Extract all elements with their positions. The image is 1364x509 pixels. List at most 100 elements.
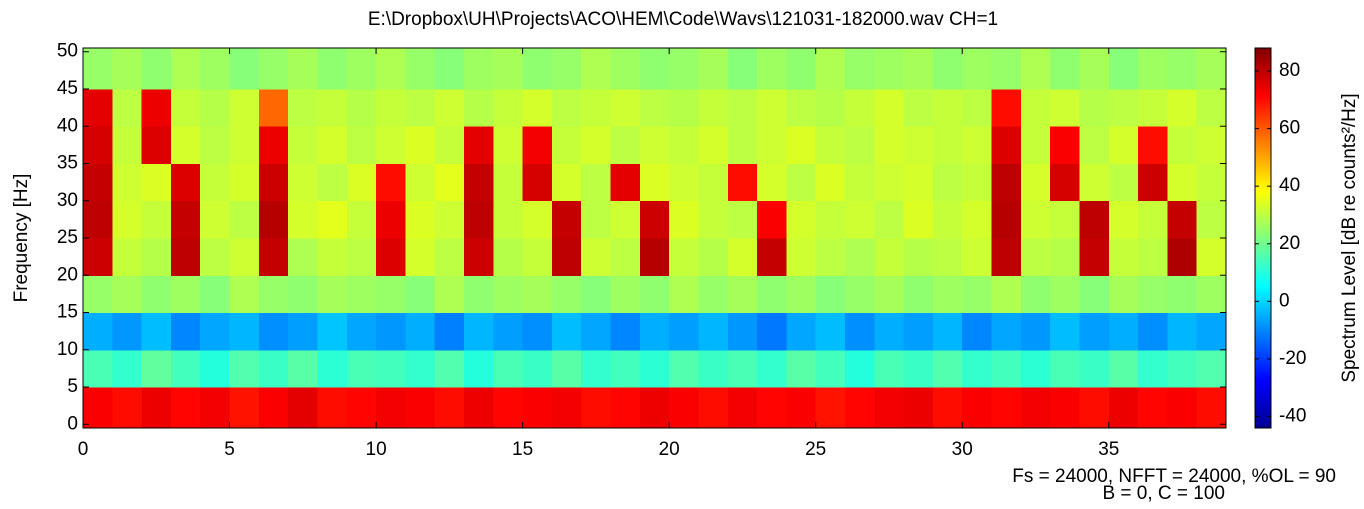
cell bbox=[757, 200, 787, 239]
cell bbox=[669, 312, 699, 351]
cell bbox=[405, 312, 436, 351]
cell bbox=[551, 238, 582, 276]
cell bbox=[200, 387, 231, 429]
cell bbox=[845, 275, 875, 314]
cell bbox=[464, 312, 494, 351]
cell bbox=[757, 275, 787, 314]
cell bbox=[464, 387, 494, 429]
cell bbox=[932, 200, 963, 239]
cell bbox=[1050, 275, 1080, 314]
cell bbox=[1020, 88, 1051, 127]
cell bbox=[288, 275, 318, 314]
cell bbox=[1050, 200, 1080, 239]
cell bbox=[1138, 126, 1168, 164]
y-tick-label: 10 bbox=[57, 339, 78, 360]
cell bbox=[464, 349, 494, 388]
cell bbox=[932, 163, 963, 202]
cell bbox=[1138, 200, 1168, 239]
cell bbox=[346, 312, 377, 351]
cell bbox=[610, 88, 641, 127]
cell bbox=[112, 126, 143, 164]
cell bbox=[786, 275, 817, 314]
cell bbox=[639, 238, 670, 276]
cell bbox=[903, 238, 934, 276]
colorbar-tick-label: 20 bbox=[1279, 233, 1300, 254]
cell bbox=[1108, 312, 1139, 351]
cell bbox=[1079, 126, 1110, 164]
cell bbox=[1167, 275, 1198, 314]
cell bbox=[1138, 238, 1168, 276]
cell bbox=[83, 312, 113, 351]
cell bbox=[522, 126, 553, 164]
cell bbox=[317, 238, 348, 276]
cell bbox=[376, 349, 406, 388]
cell bbox=[932, 88, 963, 127]
cell bbox=[170, 387, 201, 429]
cell bbox=[170, 238, 201, 276]
cell bbox=[669, 88, 699, 127]
cell bbox=[317, 200, 348, 239]
cell bbox=[727, 48, 758, 90]
cell bbox=[288, 238, 318, 276]
cell bbox=[669, 349, 699, 388]
cell bbox=[522, 163, 553, 202]
cell bbox=[1020, 238, 1051, 276]
cell bbox=[845, 312, 875, 351]
cell bbox=[405, 126, 436, 164]
cell bbox=[991, 200, 1022, 239]
cell bbox=[1079, 275, 1110, 314]
cell bbox=[874, 275, 905, 314]
cell bbox=[1196, 126, 1227, 164]
cell bbox=[903, 88, 934, 127]
cell bbox=[1050, 126, 1080, 164]
cell bbox=[376, 387, 406, 429]
cell bbox=[610, 238, 641, 276]
cell bbox=[376, 88, 406, 127]
cell bbox=[639, 48, 670, 90]
cell bbox=[669, 48, 699, 90]
cell bbox=[112, 312, 143, 351]
cell bbox=[434, 349, 465, 388]
cell bbox=[229, 126, 260, 164]
cell bbox=[581, 48, 612, 90]
cell bbox=[376, 163, 406, 202]
cell bbox=[903, 387, 934, 429]
cell bbox=[1020, 349, 1051, 388]
cell bbox=[200, 163, 231, 202]
cell bbox=[170, 48, 201, 90]
cell bbox=[581, 163, 612, 202]
cell bbox=[786, 200, 817, 239]
cell bbox=[932, 349, 963, 388]
cell bbox=[551, 163, 582, 202]
cell bbox=[317, 48, 348, 90]
cell bbox=[1079, 163, 1110, 202]
cell bbox=[903, 163, 934, 202]
cell bbox=[112, 88, 143, 127]
cell bbox=[1196, 238, 1227, 276]
cell bbox=[112, 275, 143, 314]
cell bbox=[1108, 126, 1139, 164]
cell bbox=[376, 275, 406, 314]
cell bbox=[258, 312, 289, 351]
cell bbox=[229, 48, 260, 90]
cell bbox=[434, 312, 465, 351]
cell bbox=[903, 200, 934, 239]
cell bbox=[551, 387, 582, 429]
cell bbox=[551, 88, 582, 127]
cell bbox=[493, 387, 524, 429]
cell bbox=[317, 349, 348, 388]
cell bbox=[1108, 349, 1139, 388]
cell bbox=[1079, 238, 1110, 276]
cell bbox=[639, 88, 670, 127]
cell bbox=[1079, 387, 1110, 429]
cell bbox=[346, 349, 377, 388]
cell bbox=[874, 200, 905, 239]
cell bbox=[170, 88, 201, 127]
cell bbox=[200, 349, 231, 388]
cell bbox=[1196, 200, 1227, 239]
cell bbox=[991, 238, 1022, 276]
cell bbox=[405, 88, 436, 127]
cell bbox=[1050, 88, 1080, 127]
cell bbox=[757, 126, 787, 164]
cell bbox=[229, 312, 260, 351]
